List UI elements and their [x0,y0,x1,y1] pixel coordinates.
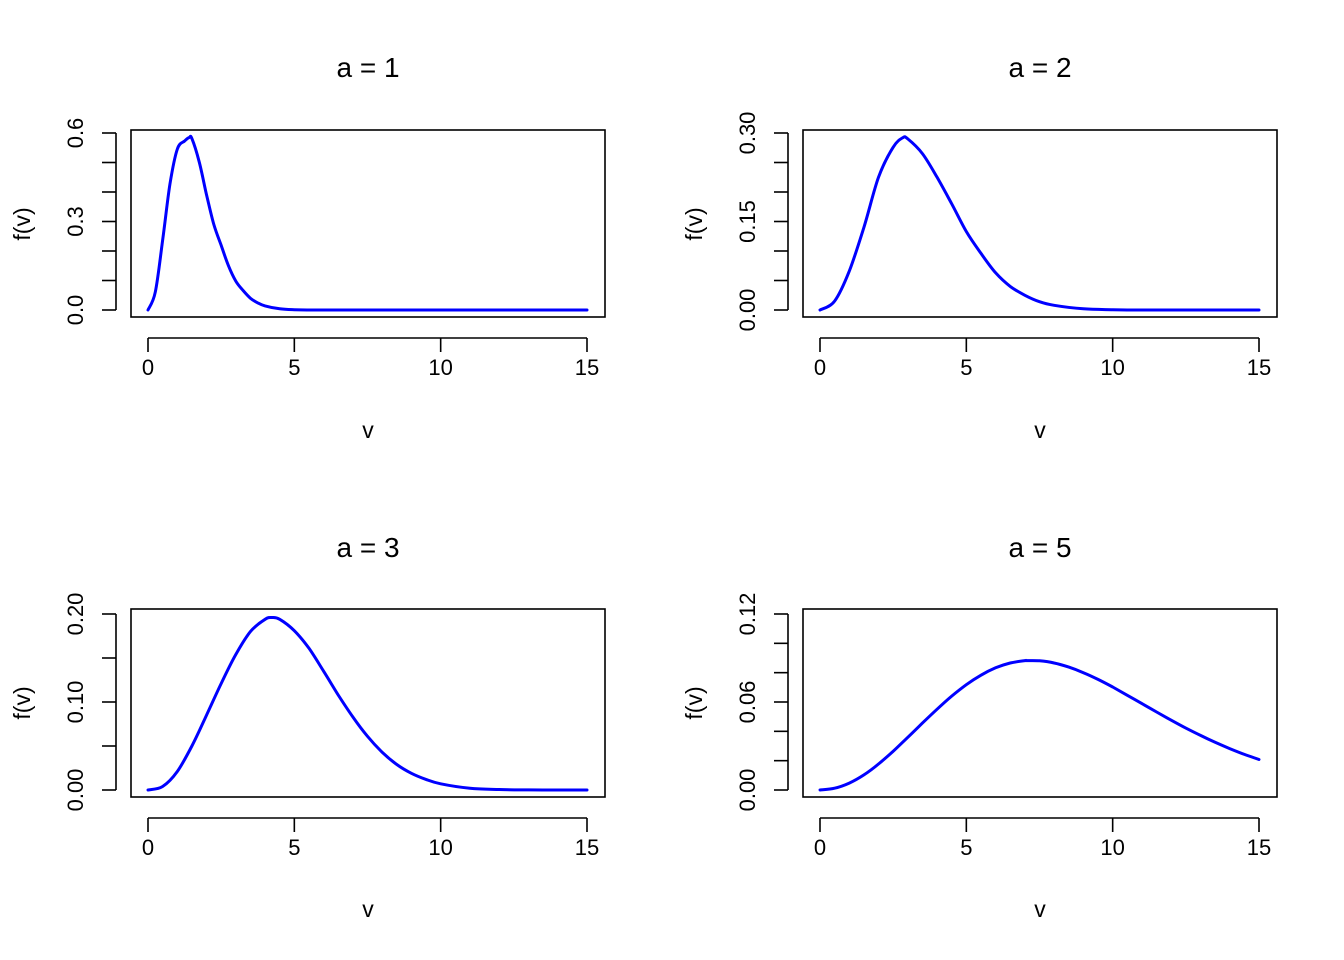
y-axis-label: f(v) [681,686,707,719]
panel-a5: a = 5 v f(v) 0 5 10 15 0.00 0.06 0.12 [681,532,1278,922]
x-axis-label: v [1034,896,1046,922]
x-tick-label: 15 [575,355,599,380]
panel-a1: a = 1 v f(v) 0 5 10 15 0.0 0.3 0.6 [9,52,606,443]
x-tick-label: 5 [288,355,300,380]
density-curve [146,615,589,792]
x-tick-label: 5 [960,835,972,860]
density-curve [146,134,589,312]
x-tick-label: 15 [1247,355,1271,380]
x-tick-label: 0 [814,355,826,380]
y-axis-label: f(v) [9,207,35,240]
x-tick-label: 10 [1100,835,1124,860]
x-tick-label: 0 [142,835,154,860]
y-tick-label: 0.12 [735,593,760,636]
x-tick-label: 15 [575,835,599,860]
x-tick-label: 5 [288,835,300,860]
x-tick-label: 10 [428,355,452,380]
x-tick-label: 10 [428,835,452,860]
x-tick-label: 10 [1100,355,1124,380]
y-axis-label: f(v) [9,686,35,719]
y-tick-label: 0.00 [735,289,760,332]
plot-frame [802,129,1278,318]
plot-frame [130,608,606,798]
panel-title: a = 5 [1008,532,1071,563]
plot-frame [802,608,1278,798]
panel-a2: a = 2 v f(v) 0 5 10 15 0.00 0.15 0.30 [681,52,1278,443]
y-tick-label: 0.20 [63,593,88,636]
plot-frame [130,129,606,318]
density-curve [818,658,1261,792]
x-tick-label: 5 [960,355,972,380]
density-curve [818,135,1261,312]
y-tick-label: 0.3 [63,206,88,237]
y-axis-label: f(v) [681,207,707,240]
y-tick-label: 0.30 [735,112,760,155]
panel-a3: a = 3 v f(v) 0 5 10 15 0.00 0.10 0.20 [9,532,606,922]
y-tick-label: 0.6 [63,118,88,149]
x-tick-label: 0 [142,355,154,380]
y-tick-label: 0.0 [63,295,88,326]
y-tick-label: 0.00 [735,769,760,812]
x-axis-label: v [1034,417,1046,443]
panel-title: a = 1 [336,52,399,83]
x-axis-label: v [362,896,374,922]
y-tick-label: 0.15 [735,200,760,243]
y-tick-label: 0.10 [63,681,88,724]
y-tick-label: 0.06 [735,681,760,724]
x-tick-label: 0 [814,835,826,860]
y-tick-label: 0.00 [63,769,88,812]
panel-title: a = 3 [336,532,399,563]
panel-title: a = 2 [1008,52,1071,83]
x-axis-label: v [362,417,374,443]
x-tick-label: 15 [1247,835,1271,860]
